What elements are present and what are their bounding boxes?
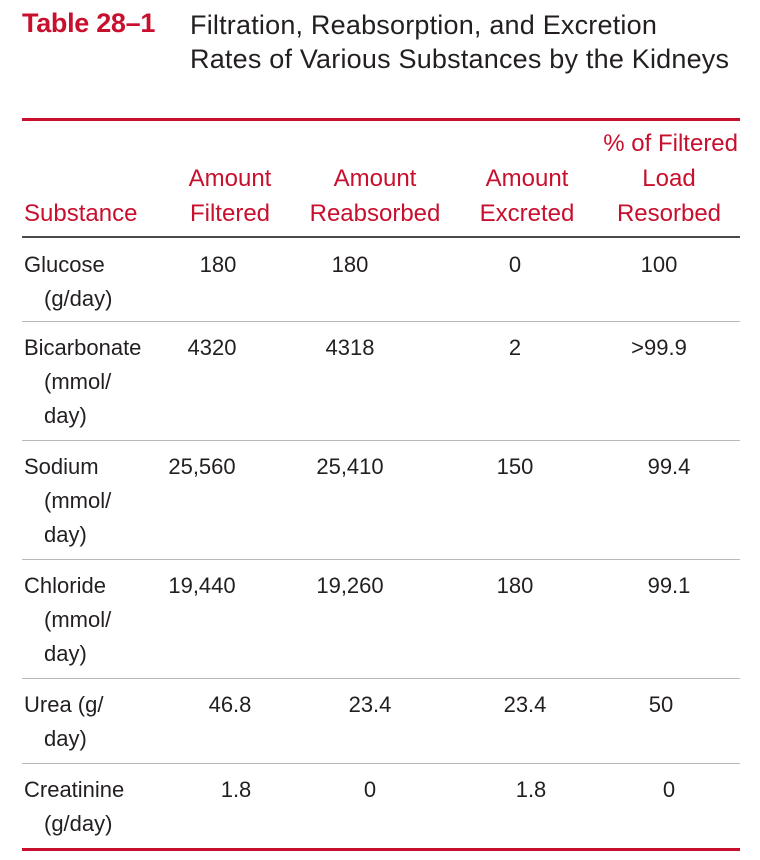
- sodium-pct: 99.4: [647, 454, 691, 479]
- table-row-sodium-substance: Sodium (mmol/day): [24, 454, 112, 547]
- row-divider: [22, 559, 740, 560]
- header-excreted-line1: Amount: [485, 165, 569, 192]
- bicarbonate-reabsorbed: 4318: [325, 335, 375, 360]
- glucose-excreted: 0: [508, 252, 522, 277]
- urea-filtered: 46.8: [208, 692, 252, 717]
- glucose-filtered: 180: [199, 252, 237, 277]
- table-number: Table 28–1: [22, 8, 156, 38]
- creatinine-reabsorbed: 0: [363, 777, 377, 802]
- urea-excreted: 23.4: [503, 692, 547, 717]
- table-row-creatinine-substance: Creatinine (g/day): [24, 777, 125, 836]
- creatinine-pct: 0: [662, 777, 676, 802]
- table-row-chloride-substance: Chloride (mmol/day): [24, 573, 112, 666]
- header-pct-line3: Resorbed: [616, 200, 722, 227]
- sodium-filtered: 25,560: [168, 454, 236, 479]
- urea-reabsorbed: 23.4: [348, 692, 392, 717]
- bottom-rule: [22, 848, 740, 851]
- creatinine-excreted: 1.8: [515, 777, 547, 802]
- table-row-glucose-substance: Glucose (g/day): [24, 252, 113, 311]
- bicarbonate-pct: >99.9: [631, 335, 687, 360]
- chloride-filtered: 19,440: [168, 573, 236, 598]
- header-filtered-line2: Filtered: [189, 200, 271, 227]
- bicarbonate-excreted: 2: [508, 335, 522, 360]
- chloride-pct: 99.1: [647, 573, 691, 598]
- row-divider: [22, 321, 740, 322]
- urea-pct: 50: [648, 692, 674, 717]
- glucose-pct: 100: [640, 252, 678, 277]
- header-pct-line2: Load: [642, 165, 696, 192]
- chloride-excreted: 180: [496, 573, 534, 598]
- header-pct-line1: % of Filtered: [603, 130, 738, 157]
- bicarbonate-filtered: 4320: [187, 335, 237, 360]
- table-title: Filtration, Reabsorption, and Excretion …: [190, 10, 730, 74]
- creatinine-filtered: 1.8: [220, 777, 252, 802]
- header-reabsorbed-line2: Reabsorbed: [309, 200, 441, 227]
- row-divider: [22, 678, 740, 679]
- table-row-urea-substance: Urea (g/day): [24, 692, 104, 751]
- sodium-excreted: 150: [496, 454, 534, 479]
- row-divider: [22, 763, 740, 764]
- header-rule: [22, 236, 740, 238]
- header-reabsorbed-line1: Amount: [333, 165, 417, 192]
- top-rule: [22, 118, 740, 121]
- header-substance: Substance: [24, 200, 138, 227]
- table-row-bicarbonate-substance: Bicarbonate (mmol/day): [24, 335, 142, 428]
- sodium-reabsorbed: 25,410: [316, 454, 384, 479]
- row-divider: [22, 440, 740, 441]
- header-excreted-line2: Excreted: [479, 200, 575, 227]
- chloride-reabsorbed: 19,260: [316, 573, 384, 598]
- header-filtered-line1: Amount: [188, 165, 272, 192]
- glucose-reabsorbed: 180: [331, 252, 369, 277]
